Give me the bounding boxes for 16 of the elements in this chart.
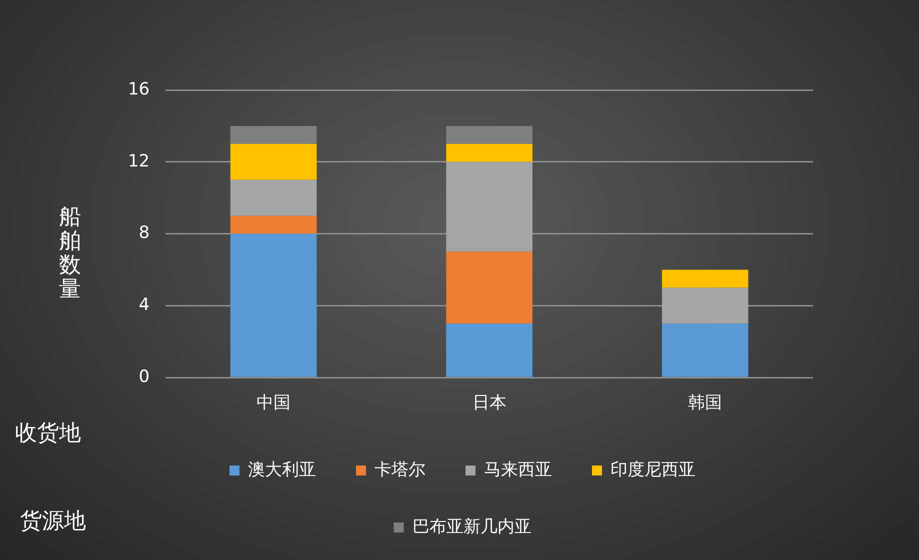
y-tick-label: 4 (138, 295, 150, 316)
x-tick-label: 韩国 (688, 393, 722, 414)
x-tick-label: 日本 (472, 393, 506, 414)
y-tick-label: 0 (138, 367, 150, 388)
legend-title: 货源地 (20, 508, 86, 536)
y-tick-label: 12 (128, 151, 150, 172)
y-axis-title: 船舶数量 (58, 205, 82, 302)
legend-label: 印度尼西亚 (610, 460, 696, 480)
x-tick-label: 中国 (256, 393, 291, 414)
legend-label: 卡塔尔 (374, 460, 426, 480)
legend-label: 巴布亚新几内亚 (412, 516, 532, 537)
y-tick-label: 8 (138, 223, 150, 244)
y-tick-label: 16 (128, 79, 150, 100)
text: 收货地 (15, 420, 81, 448)
legend-label: 澳大利亚 (248, 460, 316, 480)
legend-label: 马来西亚 (484, 460, 552, 480)
